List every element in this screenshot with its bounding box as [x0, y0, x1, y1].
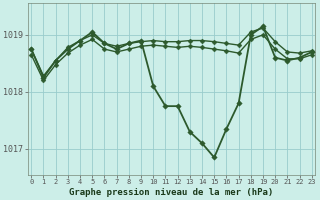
X-axis label: Graphe pression niveau de la mer (hPa): Graphe pression niveau de la mer (hPa) [69, 188, 274, 197]
